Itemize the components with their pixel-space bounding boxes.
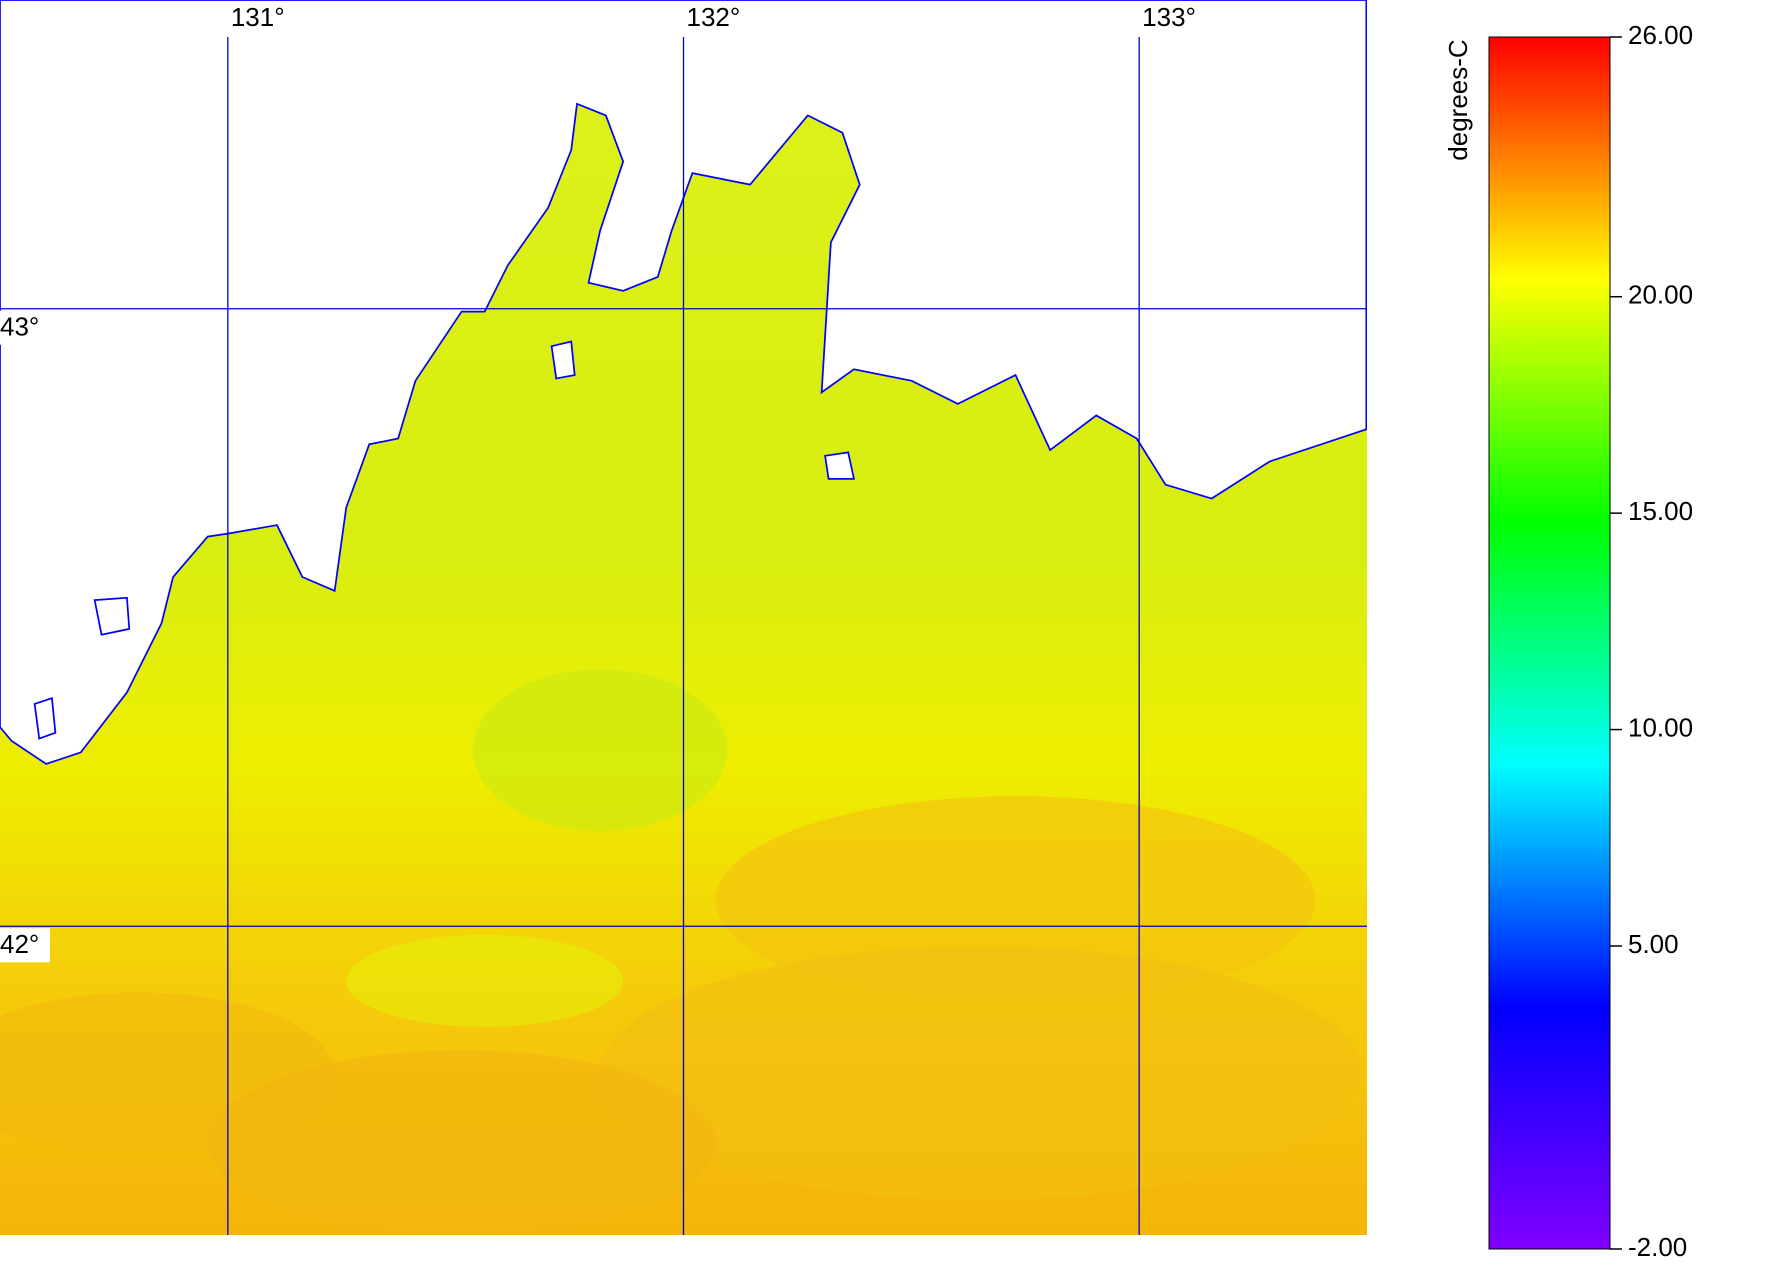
island (93, 596, 131, 636)
lon-label: 132° (687, 2, 741, 32)
colorbar-tick-label: -2.00 (1628, 1232, 1687, 1262)
colorbar-tick-label: 15.00 (1628, 496, 1693, 526)
coastline (0, 0, 1367, 765)
lat-label: 42° (0, 929, 39, 959)
colorbar-title: degrees-C (1443, 39, 1473, 160)
colorbar (1488, 36, 1611, 1250)
graticule: 131° 132° 133° 43° 42° (0, 2, 1367, 1235)
colorbar-tick-label: 20.00 (1628, 280, 1693, 310)
sst-patches (0, 669, 1362, 1235)
lon-label: 133° (1142, 2, 1196, 32)
lat-label: 43° (0, 312, 39, 342)
lat-label-bg (0, 310, 50, 345)
colorbar-tick-label: 10.00 (1628, 712, 1693, 742)
lon-label: 131° (231, 2, 285, 32)
island (550, 340, 576, 380)
island (824, 451, 856, 480)
colorbar-tick-label: 26.00 (1628, 20, 1693, 50)
island (33, 697, 57, 740)
colorbar-ticks: 26.00 20.00 15.00 10.00 5.00 -2.00 (1610, 20, 1693, 1262)
land (0, 0, 1367, 765)
colorbar-tick-label: 5.00 (1628, 929, 1679, 959)
lat-label-bg (0, 928, 50, 963)
